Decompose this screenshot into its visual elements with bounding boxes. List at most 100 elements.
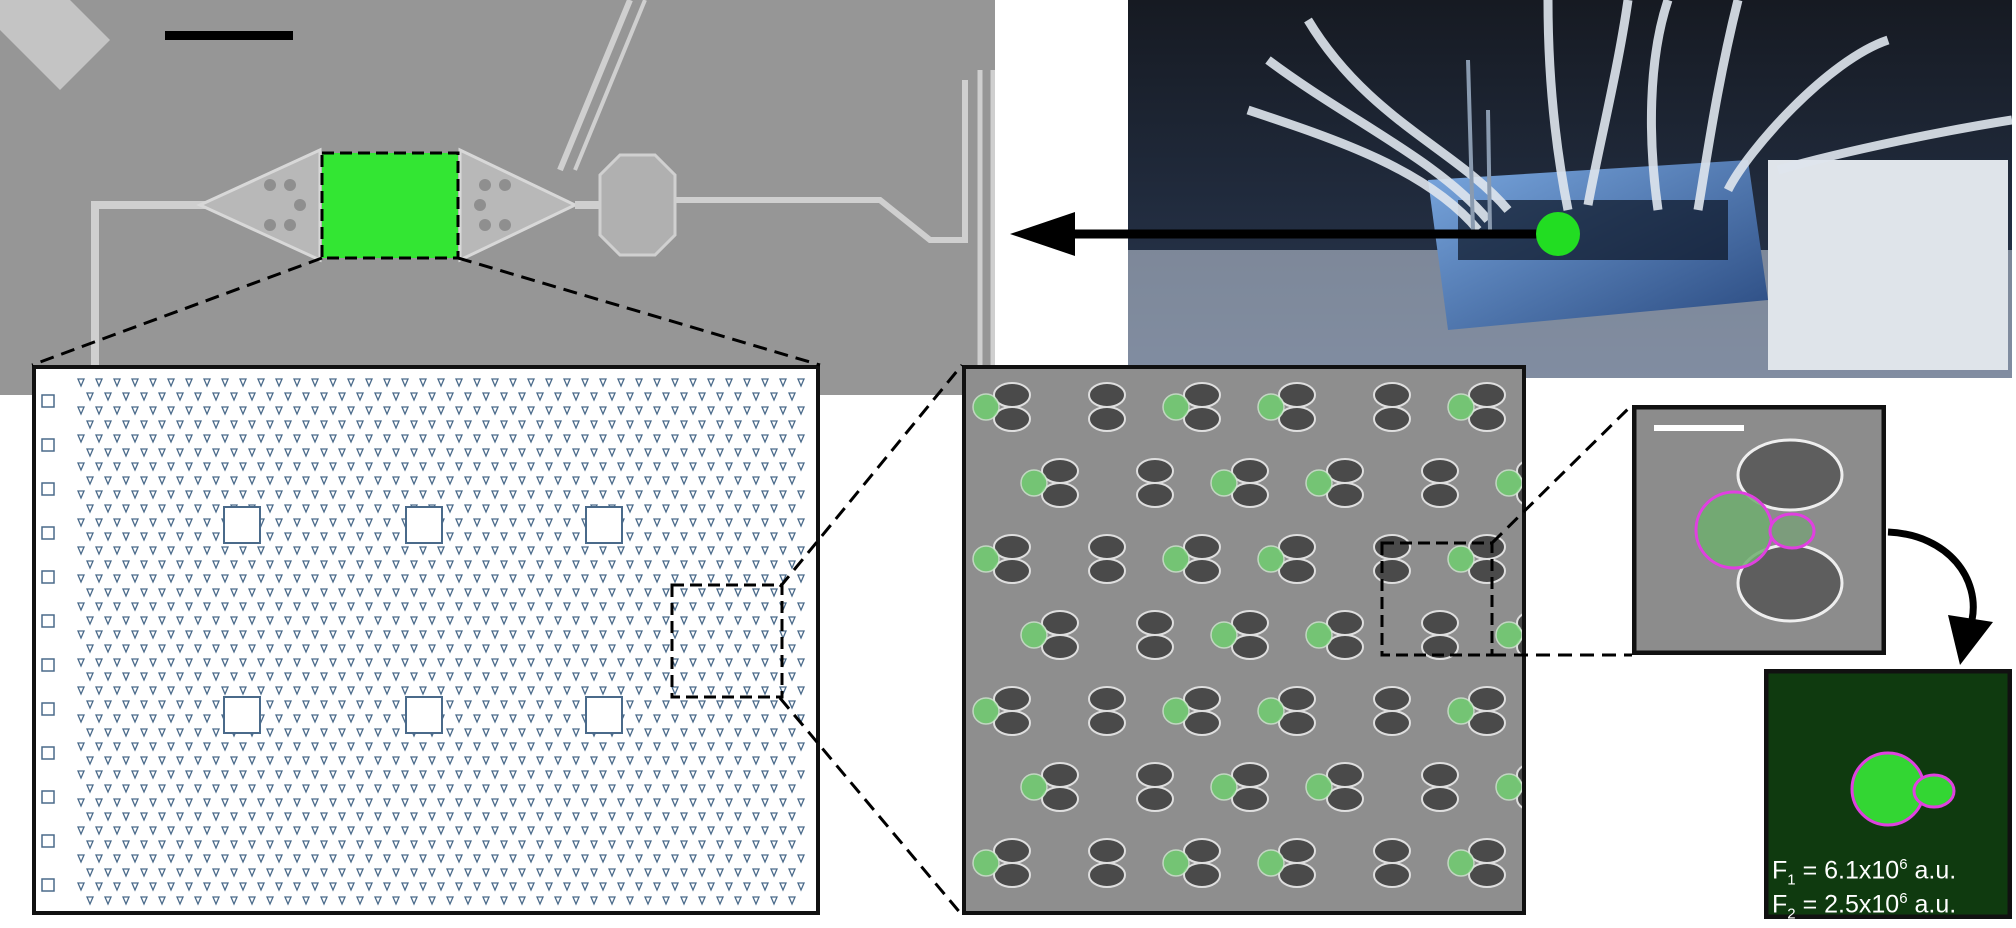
trap-structure bbox=[104, 448, 112, 458]
trap-structure bbox=[86, 896, 94, 906]
trap-structure bbox=[302, 672, 310, 682]
trap-structure bbox=[716, 476, 724, 486]
trap-structure bbox=[644, 868, 652, 878]
trap-structure bbox=[275, 798, 283, 808]
trap-structure bbox=[482, 756, 490, 766]
trap-structure bbox=[446, 728, 454, 738]
trap-structure bbox=[581, 434, 589, 444]
trap-structure bbox=[284, 672, 292, 682]
trap-structure bbox=[473, 714, 481, 724]
trap-structure bbox=[518, 840, 526, 850]
trap-structure bbox=[221, 490, 229, 500]
trap-structure bbox=[617, 658, 625, 668]
trap-structure bbox=[122, 840, 130, 850]
trap-structure bbox=[284, 896, 292, 906]
trap-structure bbox=[545, 686, 553, 696]
trap-structure bbox=[608, 616, 616, 626]
trap-structure bbox=[518, 700, 526, 710]
trap-structure bbox=[203, 462, 211, 472]
trap-structure bbox=[230, 840, 238, 850]
trap-structure bbox=[491, 434, 499, 444]
trap-structure bbox=[113, 742, 121, 752]
trap-structure bbox=[500, 476, 508, 486]
trap-structure bbox=[212, 840, 220, 850]
trap-structure bbox=[77, 602, 85, 612]
trap-structure bbox=[644, 616, 652, 626]
trap-structure bbox=[266, 504, 274, 514]
trap-structure bbox=[554, 420, 562, 430]
trap-structure bbox=[374, 700, 382, 710]
trap-structure bbox=[248, 560, 256, 570]
trap-marker bbox=[41, 614, 55, 628]
trap-structure bbox=[176, 504, 184, 514]
trap-structure bbox=[203, 574, 211, 584]
trap-cup bbox=[1183, 406, 1221, 432]
trap-structure bbox=[266, 840, 274, 850]
trap-structure bbox=[662, 700, 670, 710]
trap-structure bbox=[149, 378, 157, 388]
trap-structure bbox=[545, 462, 553, 472]
trap-structure bbox=[239, 406, 247, 416]
trap-structure bbox=[500, 700, 508, 710]
trap-structure bbox=[77, 406, 85, 416]
trap-structure bbox=[725, 574, 733, 584]
trap-structure bbox=[122, 448, 130, 458]
trap-structure bbox=[77, 882, 85, 892]
trap-structure bbox=[338, 644, 346, 654]
trap-cup bbox=[1231, 762, 1269, 788]
trap-structure bbox=[518, 616, 526, 626]
trap-structure bbox=[716, 560, 724, 570]
trap-structure bbox=[509, 714, 517, 724]
trap-structure bbox=[86, 560, 94, 570]
trap-structure bbox=[527, 518, 535, 528]
trap-structure bbox=[491, 462, 499, 472]
trap-structure bbox=[383, 546, 391, 556]
trap-structure bbox=[158, 756, 166, 766]
trap-structure bbox=[356, 896, 364, 906]
trap-structure bbox=[725, 378, 733, 388]
trap-structure bbox=[113, 462, 121, 472]
trap-structure bbox=[104, 616, 112, 626]
trap-structure bbox=[680, 616, 688, 626]
trap-structure bbox=[473, 742, 481, 752]
yeast-cell bbox=[1257, 697, 1285, 725]
trap-structure bbox=[662, 672, 670, 682]
trap-structure bbox=[203, 546, 211, 556]
trap-structure bbox=[734, 812, 742, 822]
trap-structure bbox=[212, 868, 220, 878]
trap-structure bbox=[518, 504, 526, 514]
trap-structure bbox=[419, 434, 427, 444]
trap-cup bbox=[1468, 382, 1506, 408]
trap-structure bbox=[383, 490, 391, 500]
trap-structure bbox=[257, 826, 265, 836]
trap-structure bbox=[788, 644, 796, 654]
trap-structure bbox=[563, 686, 571, 696]
trap-cup bbox=[1278, 686, 1316, 712]
trap-structure bbox=[428, 448, 436, 458]
trap-structure bbox=[275, 742, 283, 752]
trap-structure bbox=[491, 770, 499, 780]
support-pillar bbox=[223, 506, 261, 544]
trap-structure bbox=[455, 406, 463, 416]
trap-structure bbox=[410, 420, 418, 430]
trap-structure bbox=[77, 630, 85, 640]
trap-structure bbox=[77, 854, 85, 864]
trap-cup bbox=[1088, 534, 1126, 560]
trap-structure bbox=[617, 574, 625, 584]
trap-structure bbox=[86, 644, 94, 654]
trap-structure bbox=[599, 574, 607, 584]
trap-structure bbox=[392, 420, 400, 430]
trap-structure bbox=[662, 840, 670, 850]
trap-structure bbox=[761, 658, 769, 668]
trap-structure bbox=[428, 392, 436, 402]
trap-cup bbox=[1136, 786, 1174, 812]
trap-structure bbox=[554, 560, 562, 570]
trap-cup bbox=[1421, 634, 1459, 660]
trap-structure bbox=[158, 728, 166, 738]
trap-structure bbox=[482, 812, 490, 822]
trap-structure bbox=[608, 420, 616, 430]
trap-structure bbox=[455, 882, 463, 892]
trap-structure bbox=[716, 784, 724, 794]
trap-structure bbox=[176, 868, 184, 878]
trap-structure bbox=[617, 854, 625, 864]
